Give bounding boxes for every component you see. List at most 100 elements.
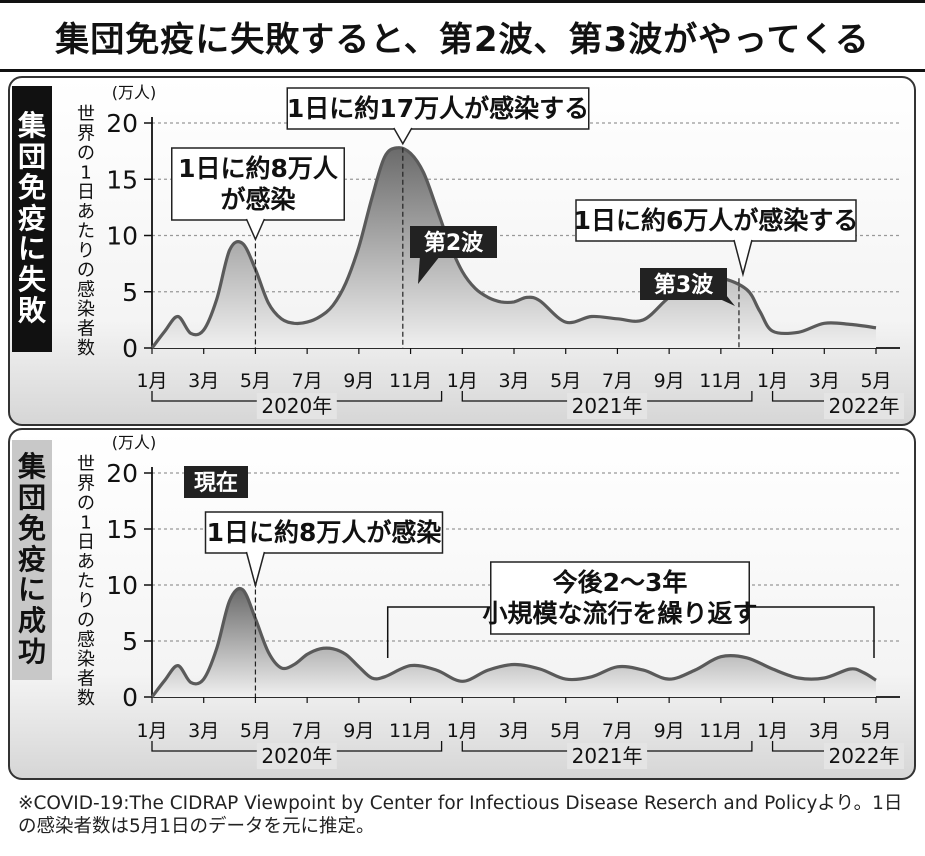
y-tick-label: 10 — [106, 222, 138, 251]
annotation-wave3-peak-pointer — [733, 239, 753, 278]
year-label-bg — [567, 393, 648, 419]
x-tick-label: 1月 — [447, 370, 478, 392]
tag-wave2-text: 第2波 — [424, 230, 484, 256]
x-tick-label: 7月 — [602, 720, 633, 742]
year-label-bg — [256, 743, 337, 769]
annotation-current-peak-pointer — [245, 551, 266, 589]
x-tick-label: 7月 — [292, 370, 323, 392]
y-axis-label-char: 数 — [77, 688, 95, 709]
y-axis-label-char: 界 — [77, 124, 95, 145]
year-label-bg — [824, 743, 904, 769]
panel-success — [8, 428, 916, 780]
year-label-bg — [824, 393, 904, 419]
series-area — [152, 588, 876, 697]
y-axis-label-char: 界 — [77, 474, 95, 495]
annotation-wave1-pointer — [245, 218, 266, 242]
y-axis-label-char: あ — [77, 552, 95, 573]
y-axis-label-char: 世 — [77, 454, 95, 475]
y-axis-label-char: 感 — [77, 280, 95, 301]
tag-current-box — [184, 466, 248, 498]
x-tick-label: 5月 — [550, 720, 581, 742]
x-tick-label: 3月 — [809, 720, 840, 742]
year-label: 2020年 — [261, 394, 332, 418]
x-tick-label: 11月 — [699, 720, 742, 742]
year-label: 2021年 — [572, 744, 643, 768]
panel-label-failure: 集団免疫に失敗 — [12, 86, 52, 352]
y-axis-label-char: の — [77, 610, 95, 631]
year-label: 2022年 — [829, 744, 900, 768]
y-tick-label: 0 — [122, 334, 138, 363]
y-unit: (万人) — [112, 83, 157, 102]
y-axis-label-char: 染 — [77, 299, 95, 320]
year-label: 2022年 — [829, 394, 900, 418]
tag-current-text: 現在 — [194, 470, 238, 496]
y-tick-label: 20 — [106, 109, 138, 138]
x-tick-label: 7月 — [292, 720, 323, 742]
tag-wave2-box — [410, 226, 497, 258]
annotation-wave3-peak-text: 1日に約6万人が感染する — [574, 206, 859, 235]
annotation-current-peak-text: 1日に約8万人が感染 — [207, 518, 442, 547]
panel-label-success: 集団免疫に成功 — [12, 440, 52, 680]
x-tick-label: 5月 — [550, 370, 581, 392]
x-tick-label: 9月 — [654, 370, 685, 392]
y-axis-label-char: 日 — [77, 532, 95, 553]
x-tick-label: 5月 — [860, 370, 891, 392]
x-tick-label: 1月 — [136, 370, 167, 392]
y-axis-label-char: 1 — [80, 163, 91, 184]
annotation-wave2-peak-box — [286, 87, 590, 130]
x-tick-label: 5月 — [860, 720, 891, 742]
x-tick-label: 9月 — [343, 720, 374, 742]
x-tick-label: 1月 — [447, 720, 478, 742]
x-tick-label: 1月 — [757, 720, 788, 742]
annotation-future-box — [490, 561, 750, 635]
tag-wave2-pointer — [418, 256, 440, 284]
y-axis-label-char: り — [77, 241, 95, 262]
series-line — [150, 586, 877, 698]
tag-wave3-text: 第3波 — [654, 272, 714, 298]
annotation-wave2-peak-pointer — [393, 127, 413, 146]
x-tick-label: 3月 — [809, 370, 840, 392]
y-axis-label-char: の — [77, 260, 95, 281]
y-axis-label-char: 数 — [77, 338, 95, 359]
y-axis-label-char: 感 — [77, 630, 95, 651]
x-tick-label: 3月 — [498, 370, 529, 392]
x-tick-label: 7月 — [602, 370, 633, 392]
y-axis-label-char: 者 — [77, 319, 95, 340]
annotation-wave1-text: 1日に約8万人 — [178, 154, 338, 183]
page-title: 集団免疫に失敗すると、第2波、第3波がやってくる — [0, 0, 925, 72]
y-axis-label-char: 世 — [77, 104, 95, 125]
x-tick-label: 5月 — [240, 720, 271, 742]
y-axis-label-char: 染 — [77, 649, 95, 670]
annotation-future-text: 小規模な流行を繰り返す — [482, 599, 757, 628]
x-tick-label: 11月 — [389, 370, 432, 392]
y-tick-label: 15 — [106, 165, 138, 194]
annotation-wave1-box — [171, 147, 345, 221]
y-axis-label-char: の — [77, 143, 95, 164]
y-unit: (万人) — [112, 433, 157, 452]
year-bracket — [771, 391, 826, 402]
annotation-wave2-peak-text: 1日に約17万人が感染する — [287, 94, 589, 123]
x-tick-label: 11月 — [389, 720, 432, 742]
year-label: 2020年 — [261, 744, 332, 768]
x-tick-label: 3月 — [188, 720, 219, 742]
annotation-wave1-text: が感染 — [220, 185, 295, 214]
y-axis-label-char: た — [77, 571, 95, 592]
x-tick-label: 1月 — [136, 720, 167, 742]
x-tick-label: 5月 — [240, 370, 271, 392]
year-label-bg — [567, 743, 648, 769]
y-axis-label-char: 1 — [80, 513, 91, 534]
y-axis-label-char: り — [77, 591, 95, 612]
year-label-bg — [256, 393, 337, 419]
x-tick-label: 9月 — [654, 720, 685, 742]
tag-wave3-box — [640, 268, 727, 300]
y-tick-label: 20 — [106, 459, 138, 488]
y-tick-label: 0 — [122, 683, 138, 712]
y-tick-label: 15 — [106, 515, 138, 544]
y-tick-label: 5 — [122, 278, 138, 307]
x-tick-label: 3月 — [188, 370, 219, 392]
y-axis-label-char: 日 — [77, 182, 95, 203]
x-tick-label: 3月 — [498, 720, 529, 742]
